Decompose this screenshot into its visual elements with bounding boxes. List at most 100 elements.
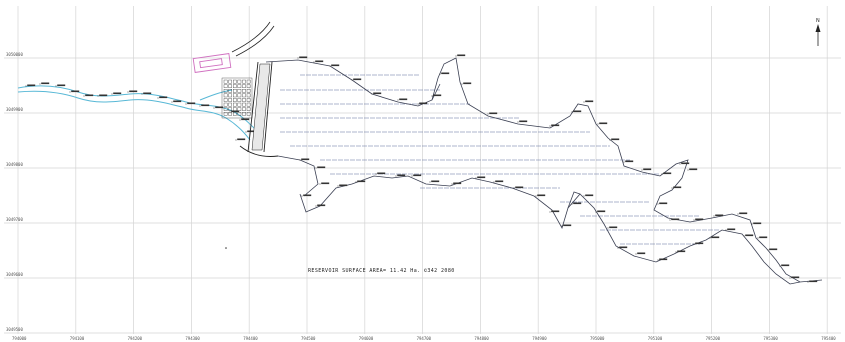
survey-point <box>487 113 489 115</box>
survey-point-label-mark <box>585 100 594 103</box>
survey-point <box>617 247 619 249</box>
survey-point <box>439 73 441 75</box>
survey-point <box>517 121 519 123</box>
survey-point-label-mark <box>173 100 182 103</box>
survey-point-label-mark <box>809 280 818 283</box>
survey-point <box>693 243 695 245</box>
survey-point-label-mark <box>85 94 94 97</box>
survey-point <box>535 195 537 197</box>
survey-point <box>669 219 671 221</box>
survey-point-label-mark <box>677 250 686 253</box>
survey-point-label-mark <box>619 246 628 249</box>
survey-point <box>355 181 357 183</box>
survey-point-label-mark <box>143 92 152 95</box>
survey-point <box>299 159 301 161</box>
survey-point-label-mark <box>353 78 362 81</box>
survey-point-label-mark <box>315 60 324 63</box>
survey-point-label-mark <box>585 194 594 197</box>
survey-point-label-mark <box>433 94 442 97</box>
survey-point-label-mark <box>573 110 582 113</box>
survey-point <box>157 97 159 99</box>
survey-point <box>725 229 727 231</box>
survey-point-label-mark <box>453 182 462 185</box>
survey-point <box>549 125 551 127</box>
survey-point <box>513 187 515 189</box>
survey-point <box>561 225 563 227</box>
reservoir-water-hatch <box>280 74 720 245</box>
survey-point <box>571 203 573 205</box>
survey-point-label-mark <box>321 182 330 185</box>
survey-point <box>743 235 745 237</box>
x-tick-label: 794900 <box>532 336 547 341</box>
survey-point <box>789 277 791 279</box>
survey-point <box>111 93 113 95</box>
survey-point <box>69 91 71 93</box>
grid-tick-labels: 794000 794100 794200 794300 794400 794500 7946… <box>6 52 836 341</box>
survey-point-label-mark <box>71 90 80 93</box>
survey-point-label-mark <box>495 180 504 183</box>
survey-point-label-mark <box>689 168 698 171</box>
y-tick-label: 3049500 <box>6 327 23 332</box>
survey-point-label-mark <box>753 222 762 225</box>
survey-point-label-mark <box>769 248 778 251</box>
river-survey-points <box>25 82 256 141</box>
survey-point <box>455 55 457 57</box>
survey-point-label-mark <box>681 162 690 165</box>
survey-point <box>737 213 739 215</box>
survey-point <box>571 111 573 113</box>
survey-point <box>461 83 463 85</box>
survey-point <box>451 183 453 185</box>
survey-point-label-mark <box>317 204 326 207</box>
survey-point-label-mark <box>515 186 524 189</box>
survey-point <box>337 185 339 187</box>
survey-point-label-mark <box>187 102 196 105</box>
survey-point-label-mark <box>739 212 748 215</box>
survey-point-label-mark <box>441 72 450 75</box>
survey-point <box>417 103 419 105</box>
survey-point-label-mark <box>413 174 422 177</box>
survey-point-label-mark <box>159 96 168 99</box>
survey-point-label-mark <box>625 160 634 163</box>
survey-point <box>25 85 27 87</box>
y-tick-label: 3049800 <box>6 162 23 167</box>
survey-point <box>375 173 377 175</box>
survey-point-label-mark <box>745 234 754 237</box>
survey-point-label-mark <box>201 104 210 107</box>
reservoir-caption: RESERVOIR SURFACE AREA= 11.42 Ha. ©342 2… <box>308 268 455 274</box>
survey-point <box>595 211 597 213</box>
x-tick-label: 795100 <box>648 336 663 341</box>
survey-point <box>493 181 495 183</box>
survey-point-label-mark <box>57 84 66 87</box>
survey-point-label-mark <box>477 176 486 179</box>
survey-point-label-mark <box>463 82 472 85</box>
x-tick-label: 794400 <box>243 336 258 341</box>
survey-point-label-mark <box>339 184 348 187</box>
stray-dot <box>225 247 227 249</box>
survey-point-label-mark <box>331 64 340 67</box>
survey-point-label-mark <box>573 202 582 205</box>
survey-point-label-mark <box>671 218 680 221</box>
survey-point-label-mark <box>377 172 386 175</box>
coordinate-grid <box>4 6 841 334</box>
survey-point-label-mark <box>673 186 682 189</box>
survey-point <box>315 205 317 207</box>
survey-point <box>395 175 397 177</box>
survey-point-label-mark <box>695 242 704 245</box>
survey-point <box>297 57 299 59</box>
survey-point <box>657 203 659 205</box>
survey-point-label-mark <box>303 194 312 197</box>
survey-point-label-mark <box>759 236 768 239</box>
survey-point-label-mark <box>659 202 668 205</box>
survey-point <box>431 95 433 97</box>
survey-point-label-mark <box>711 236 720 239</box>
survey-point <box>757 237 759 239</box>
survey-point-label-mark <box>241 118 250 121</box>
survey-point <box>583 195 585 197</box>
x-tick-label: 795000 <box>590 336 605 341</box>
survey-point <box>301 195 303 197</box>
survey-point-label-mark <box>215 106 224 109</box>
survey-point-label-mark <box>129 90 138 93</box>
x-tick-label: 794100 <box>70 336 85 341</box>
y-tick-label: 3049700 <box>6 217 23 222</box>
survey-point-label-mark <box>397 174 406 177</box>
